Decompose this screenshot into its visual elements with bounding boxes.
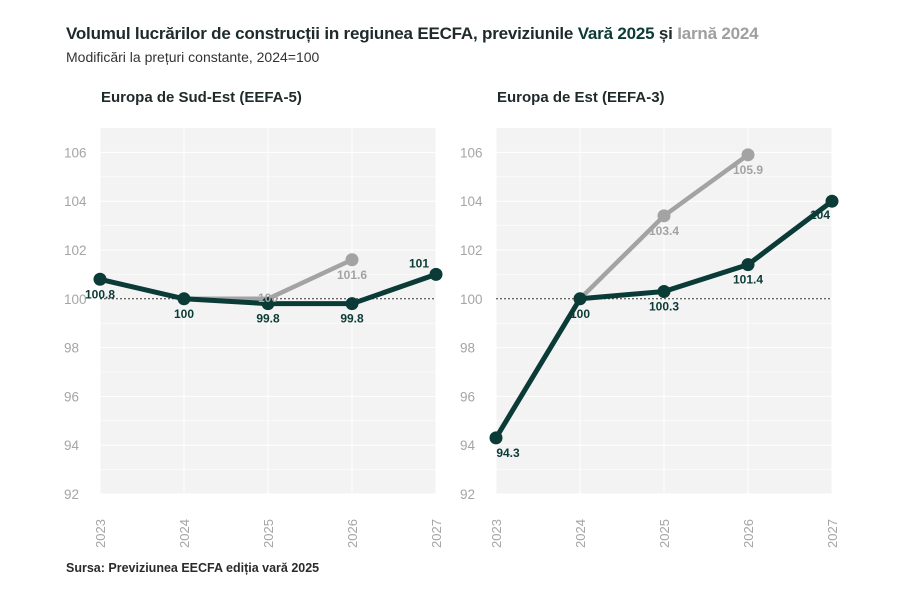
chart-title: Volumul lucrărilor de construcții in reg… xyxy=(66,24,759,44)
title-summer-legend: Vară 2025 xyxy=(577,24,655,43)
y-tick-label: 98 xyxy=(64,341,79,356)
x-tick-label: 2023 xyxy=(489,519,504,548)
x-tick-label: 2025 xyxy=(657,519,672,548)
source-note: Sursa: Previziunea EECFA ediția vară 202… xyxy=(66,561,320,575)
x-tick-label: 2024 xyxy=(177,519,192,548)
data-point-summer xyxy=(177,292,191,306)
data-point-summer xyxy=(657,284,671,298)
data-label-summer: 100 xyxy=(570,307,590,321)
data-point-summer xyxy=(825,194,839,208)
data-point-summer xyxy=(429,267,443,281)
x-tick-label: 2025 xyxy=(261,519,276,548)
panel-title: Europa de Est (EEFA-3) xyxy=(497,89,665,106)
y-tick-label: 104 xyxy=(460,194,483,209)
data-point-winter xyxy=(657,209,671,223)
data-label-winter: 103.4 xyxy=(649,224,679,238)
panel-title: Europa de Sud-Est (EEFA-5) xyxy=(101,89,302,106)
y-tick-label: 94 xyxy=(64,438,80,453)
data-label-summer: 100.3 xyxy=(649,299,679,313)
panel-1: Europa de Sud-Est (EEFA-5) 92 94 96 98 100 102… xyxy=(64,89,444,548)
data-label-summer: 101 xyxy=(409,256,429,270)
x-tick-label: 2026 xyxy=(741,519,756,548)
x-tick-label: 2026 xyxy=(345,519,360,548)
x-tick-label: 2027 xyxy=(429,519,444,548)
data-point-winter xyxy=(345,253,359,267)
data-point-winter xyxy=(741,148,755,162)
data-point-summer xyxy=(741,258,755,272)
y-tick-label: 92 xyxy=(64,487,79,502)
data-point-summer xyxy=(261,297,275,311)
y-tick-label: 96 xyxy=(460,389,475,404)
y-tick-label: 96 xyxy=(64,389,79,404)
data-point-summer xyxy=(345,297,359,311)
x-tick-label: 2024 xyxy=(573,519,588,548)
data-point-summer xyxy=(573,292,587,306)
y-tick-label: 98 xyxy=(460,341,475,356)
data-label-summer: 100 xyxy=(174,307,194,321)
data-point-summer xyxy=(489,431,503,445)
data-label-winter: 105.9 xyxy=(733,163,763,177)
title-main: Volumul lucrărilor de construcții in reg… xyxy=(66,24,578,43)
data-label-summer: 104 xyxy=(810,208,830,222)
y-tick-label: 104 xyxy=(64,194,87,209)
data-label-summer: 100.8 xyxy=(85,287,115,301)
chart-subtitle: Modificări la prețuri constante, 2024=10… xyxy=(66,49,320,65)
y-tick-label: 102 xyxy=(64,243,87,258)
data-label-summer: 101.4 xyxy=(733,273,763,287)
y-tick-label: 100 xyxy=(64,292,87,307)
y-tick-label: 94 xyxy=(460,438,476,453)
y-tick-label: 106 xyxy=(460,145,483,160)
x-tick-label: 2023 xyxy=(93,519,108,548)
x-tick-label: 2027 xyxy=(825,519,840,548)
data-label-winter: 100 xyxy=(258,291,278,305)
panel-2: Europa de Est (EEFA-3) 92 94 96 98 100 102 104 1… xyxy=(460,89,840,548)
y-tick-label: 100 xyxy=(460,292,483,307)
y-tick-label: 106 xyxy=(64,145,87,160)
data-point-summer xyxy=(93,272,107,286)
y-tick-label: 102 xyxy=(460,243,483,258)
title-and: și xyxy=(654,24,678,43)
title-winter-legend: Iarnă 2024 xyxy=(677,24,759,43)
data-label-summer: 99.8 xyxy=(256,312,280,326)
y-tick-label: 92 xyxy=(460,487,475,502)
data-label-summer: 99.8 xyxy=(340,312,364,326)
data-label-winter: 101.6 xyxy=(337,268,367,282)
data-label-summer: 94.3 xyxy=(496,446,520,460)
